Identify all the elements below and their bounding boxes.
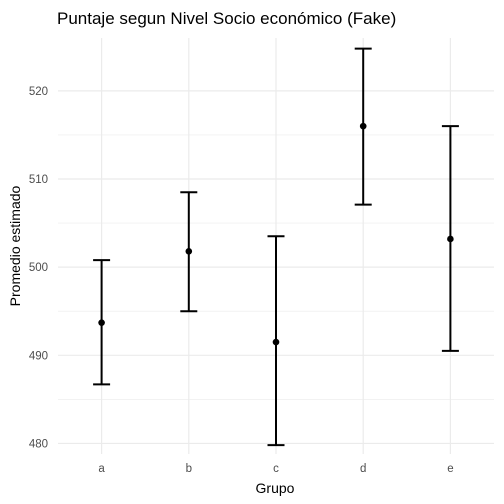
point-estimate-e xyxy=(447,235,454,243)
y-tick-label: 500 xyxy=(29,262,48,274)
point-estimate-d xyxy=(359,122,367,130)
y-tick-label: 490 xyxy=(29,350,48,362)
x-tick-label: d xyxy=(360,463,366,475)
x-axis-title: Grupo xyxy=(256,480,295,496)
y-tick-label: 510 xyxy=(29,174,48,186)
x-tick-labels: a b c d e xyxy=(98,463,453,475)
y-tick-labels: 480 490 500 510 520 xyxy=(29,86,48,451)
error-bars xyxy=(93,47,459,447)
x-tick-label: a xyxy=(98,463,105,475)
chart-title: Puntaje segun Nivel Socio económico (Fak… xyxy=(57,9,396,28)
y-tick-label: 520 xyxy=(29,86,48,98)
x-tick-label: c xyxy=(273,463,279,475)
x-tick-label: e xyxy=(447,463,453,475)
point-estimate-a xyxy=(98,319,105,326)
x-tick-label: b xyxy=(186,463,192,475)
point-estimate-c xyxy=(272,338,280,346)
y-tick-label: 480 xyxy=(29,438,48,450)
y-axis-title: Promedio estimado xyxy=(7,185,23,306)
point-estimate-b xyxy=(185,247,193,255)
